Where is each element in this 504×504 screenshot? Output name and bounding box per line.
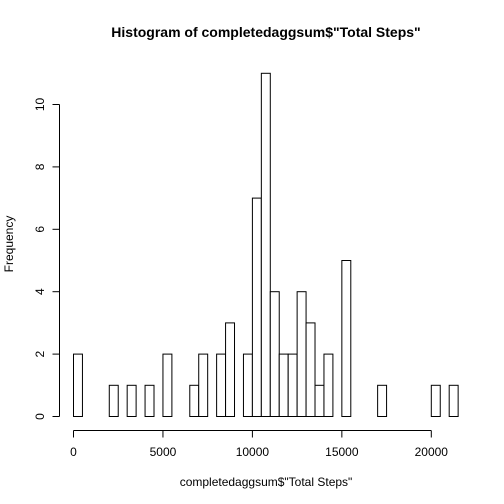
histogram-bar-20 bbox=[251, 197, 262, 417]
histogram-bar-21 bbox=[260, 72, 271, 418]
x-tick-label: 15000 bbox=[325, 445, 359, 459]
histogram-bar-42 bbox=[448, 384, 459, 417]
y-axis: 0 2 4 6 8 10 bbox=[33, 98, 60, 420]
y-tick-label: 4 bbox=[33, 288, 47, 295]
y-tick-label: 8 bbox=[33, 163, 47, 170]
histogram-bar-4 bbox=[108, 384, 119, 417]
histogram-bar-8 bbox=[144, 384, 155, 417]
y-tick-label: 2 bbox=[33, 350, 47, 357]
histogram-bar-10 bbox=[162, 353, 173, 418]
y-tick-label: 0 bbox=[33, 413, 47, 420]
histogram-bar-26 bbox=[305, 322, 316, 417]
histogram-bar-19 bbox=[242, 353, 253, 418]
histogram-bar-34 bbox=[377, 384, 388, 417]
x-tick-label: 10000 bbox=[236, 445, 270, 459]
histogram-bar-30 bbox=[341, 260, 352, 417]
histogram-bar-14 bbox=[198, 353, 209, 418]
x-tick-label: 0 bbox=[70, 445, 77, 459]
x-axis-label: completedaggsum$"Total Steps" bbox=[180, 475, 353, 489]
y-axis-label: Frequency bbox=[2, 216, 16, 273]
histogram-bar-16 bbox=[216, 353, 227, 418]
histogram-bar-25 bbox=[296, 291, 307, 418]
histogram-bar-0 bbox=[73, 353, 83, 418]
y-tick-label: 6 bbox=[33, 226, 47, 233]
histogram-bar-27 bbox=[314, 384, 325, 417]
y-tick-label: 10 bbox=[33, 98, 47, 112]
bars-group bbox=[73, 72, 459, 418]
histogram-bar-22 bbox=[269, 291, 280, 418]
x-tick-label: 20000 bbox=[415, 445, 449, 459]
x-tick-label: 5000 bbox=[150, 445, 177, 459]
histogram-bar-24 bbox=[287, 353, 298, 418]
histogram-bar-13 bbox=[189, 384, 200, 417]
histogram-bar-40 bbox=[430, 384, 441, 417]
chart-title: Histogram of completedaggsum$"Total Step… bbox=[111, 24, 420, 40]
histogram-bar-28 bbox=[323, 353, 334, 418]
histogram-bar-6 bbox=[126, 384, 137, 417]
histogram-bar-23 bbox=[278, 353, 289, 418]
histogram-bar-17 bbox=[225, 322, 236, 417]
x-axis: 0 5000 10000 15000 20000 bbox=[70, 430, 449, 459]
